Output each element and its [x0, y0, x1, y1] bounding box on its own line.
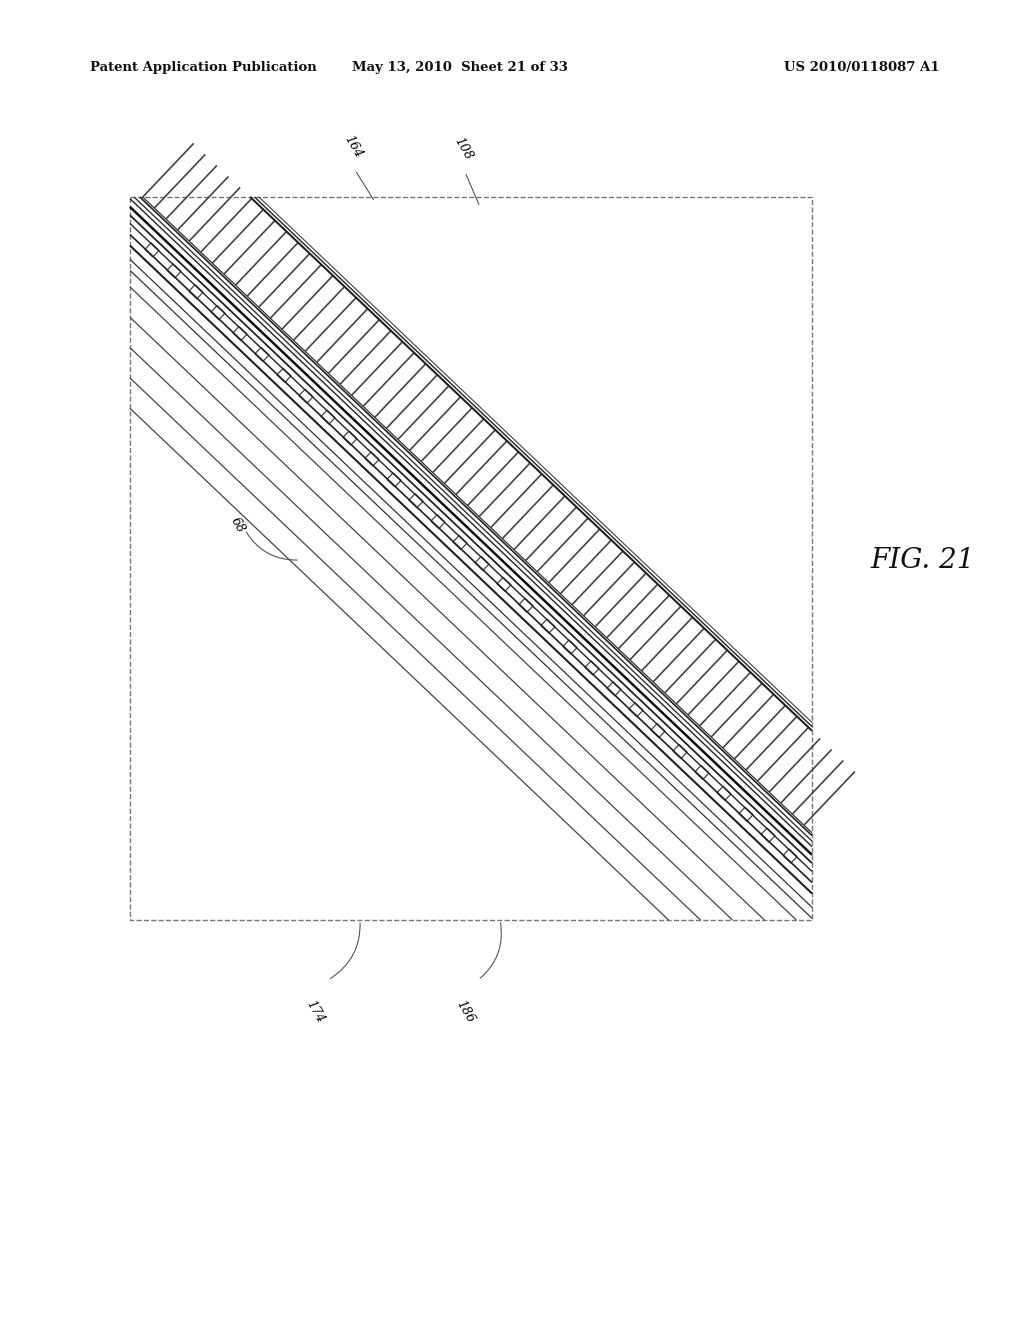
Polygon shape [321, 411, 335, 424]
Polygon shape [585, 661, 599, 675]
Bar [130, 197, 812, 920]
Polygon shape [629, 702, 643, 717]
Text: Patent Application Publication: Patent Application Publication [90, 62, 316, 74]
Polygon shape [387, 473, 401, 487]
Polygon shape [255, 347, 269, 362]
Polygon shape [167, 264, 181, 279]
Polygon shape [409, 494, 423, 508]
Polygon shape [739, 808, 753, 821]
Polygon shape [299, 389, 313, 404]
Text: 164: 164 [341, 133, 365, 160]
Polygon shape [673, 744, 687, 759]
Polygon shape [695, 766, 709, 780]
Text: FIG. 21: FIG. 21 [870, 546, 975, 573]
Polygon shape [211, 306, 225, 319]
Polygon shape [188, 285, 203, 298]
Text: 186: 186 [454, 998, 476, 1026]
Polygon shape [783, 849, 797, 863]
Polygon shape [761, 828, 775, 842]
Polygon shape [651, 723, 665, 738]
Text: 108: 108 [452, 135, 475, 162]
Text: 68: 68 [228, 515, 248, 535]
Polygon shape [365, 451, 379, 466]
Polygon shape [431, 515, 445, 529]
Text: US 2010/0118087 A1: US 2010/0118087 A1 [784, 62, 940, 74]
Polygon shape [475, 557, 489, 570]
Text: 174: 174 [303, 998, 327, 1026]
Polygon shape [717, 787, 731, 800]
Polygon shape [232, 326, 247, 341]
Polygon shape [497, 577, 511, 591]
Polygon shape [519, 598, 534, 612]
Polygon shape [145, 243, 159, 257]
Polygon shape [607, 682, 622, 696]
Polygon shape [453, 536, 467, 549]
Polygon shape [563, 640, 578, 655]
Polygon shape [343, 432, 357, 445]
Text: May 13, 2010  Sheet 21 of 33: May 13, 2010 Sheet 21 of 33 [352, 62, 568, 74]
Polygon shape [276, 368, 291, 383]
Polygon shape [541, 619, 555, 634]
